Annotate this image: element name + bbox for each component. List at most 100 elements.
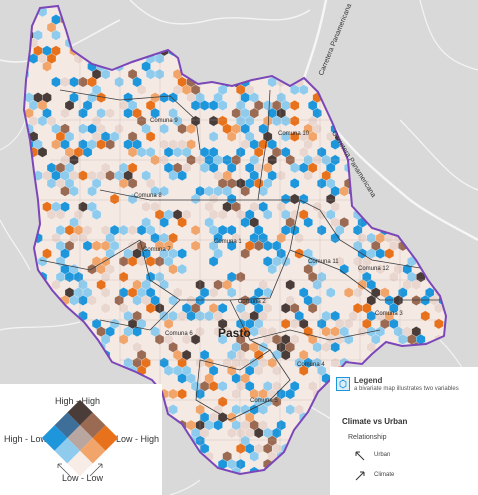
hex-cell — [33, 357, 43, 369]
hex-cell — [213, 29, 223, 41]
hex-cell — [55, 365, 66, 376]
hex-cell — [371, 209, 381, 220]
hex-cell — [145, 22, 156, 33]
hex-cell — [281, 256, 291, 267]
hex-cell — [389, 162, 399, 174]
hex-cell — [55, 349, 66, 361]
hex-cell — [145, 131, 156, 142]
hex-cell — [353, 53, 363, 64]
hex-cell — [448, 248, 457, 258]
hex-cell — [407, 84, 417, 96]
hex-cell — [168, 435, 178, 447]
hex-cell — [240, 248, 250, 259]
hex-cell — [60, 341, 70, 353]
hex-cell — [55, 209, 66, 220]
hex-cell — [199, 458, 210, 470]
hex-cell — [33, 326, 43, 337]
hex-cell — [434, 100, 444, 111]
hex-cell — [416, 193, 426, 205]
hex-cell — [448, 202, 457, 212]
hex-cell — [380, 53, 390, 64]
hex-cell — [281, 22, 291, 33]
hex-cell — [64, 334, 75, 345]
hex-cell — [181, 37, 192, 49]
hex-cell — [402, 61, 412, 72]
hex-cell — [46, 318, 57, 330]
hex-cell — [335, 100, 345, 111]
hex-cell — [213, 419, 223, 431]
hex-cell — [46, 349, 57, 361]
hex-cell — [236, 53, 246, 64]
hex-cell — [114, 6, 124, 10]
hex-cell — [24, 170, 34, 181]
hex-cell — [380, 22, 390, 33]
legend-top-label: High - High — [55, 396, 101, 406]
hex-cell — [425, 84, 435, 96]
comuna-label: Comuna 12 — [358, 266, 390, 272]
hex-cell — [429, 123, 439, 135]
hex-cell — [127, 37, 138, 49]
comuna-label: Comuna 2 — [238, 299, 266, 305]
hex-cell — [362, 100, 372, 111]
hex-cell — [100, 6, 111, 18]
hex-cell — [438, 279, 446, 291]
hex-cell — [28, 287, 39, 298]
hex-cell — [105, 107, 115, 119]
hex-cell — [371, 84, 381, 96]
hex-cell — [109, 365, 120, 376]
legend-diamond — [41, 399, 119, 477]
hex-cell — [438, 139, 446, 150]
hex-cell — [249, 6, 259, 10]
hex-cell — [159, 185, 169, 197]
hex-cell — [317, 224, 327, 236]
hex-cell — [375, 185, 385, 197]
hex-cell — [448, 295, 457, 305]
hex-cell — [438, 263, 446, 275]
hex-cell — [384, 123, 394, 135]
hex-cell — [389, 84, 399, 96]
hex-cell — [281, 458, 291, 470]
hex-cell — [389, 37, 399, 49]
hex-cell — [177, 263, 187, 275]
hex-cell — [227, 22, 237, 33]
hex-cell — [150, 107, 160, 119]
hex-cell — [416, 162, 426, 174]
hex-cell — [136, 84, 147, 96]
hex-cell — [114, 76, 124, 88]
hex-cell — [375, 263, 385, 275]
hex-cell — [335, 84, 345, 96]
hex-cell — [24, 310, 34, 322]
comuna-label: Comuna 1 — [214, 239, 242, 245]
hex-cell — [339, 76, 349, 88]
hex-cell — [96, 45, 106, 57]
hex-cell — [299, 365, 309, 376]
comuna-label: Comuna 8 — [134, 193, 162, 199]
hex-cell — [299, 458, 309, 470]
hex-cell — [434, 68, 444, 80]
legend-relationship-label: Relationship — [348, 434, 387, 441]
hex-cell — [416, 349, 426, 361]
hex-cell — [231, 388, 241, 400]
hex-cell — [317, 37, 327, 49]
hex-cell — [362, 22, 372, 33]
hex-cell — [227, 68, 237, 80]
hex-cell — [443, 240, 446, 252]
hex-cell — [190, 37, 201, 49]
hex-cell — [326, 84, 336, 96]
arrow-up-right-icon — [355, 471, 365, 481]
hex-cell — [389, 53, 399, 64]
hex-cell — [258, 61, 268, 72]
hex-cell — [389, 349, 399, 361]
hex-cell — [150, 29, 160, 41]
hex-cell — [393, 139, 403, 150]
hex-cell — [416, 224, 426, 236]
hex-cell — [177, 451, 187, 462]
hex-cell — [366, 61, 376, 72]
hex-cell — [448, 186, 457, 196]
hex-cell — [208, 131, 219, 142]
hex-cell — [438, 201, 446, 213]
comuna-label: Comuna 11 — [308, 259, 339, 265]
hex-cell — [335, 115, 345, 127]
hex-cell — [416, 146, 426, 158]
hex-cell — [353, 22, 363, 33]
